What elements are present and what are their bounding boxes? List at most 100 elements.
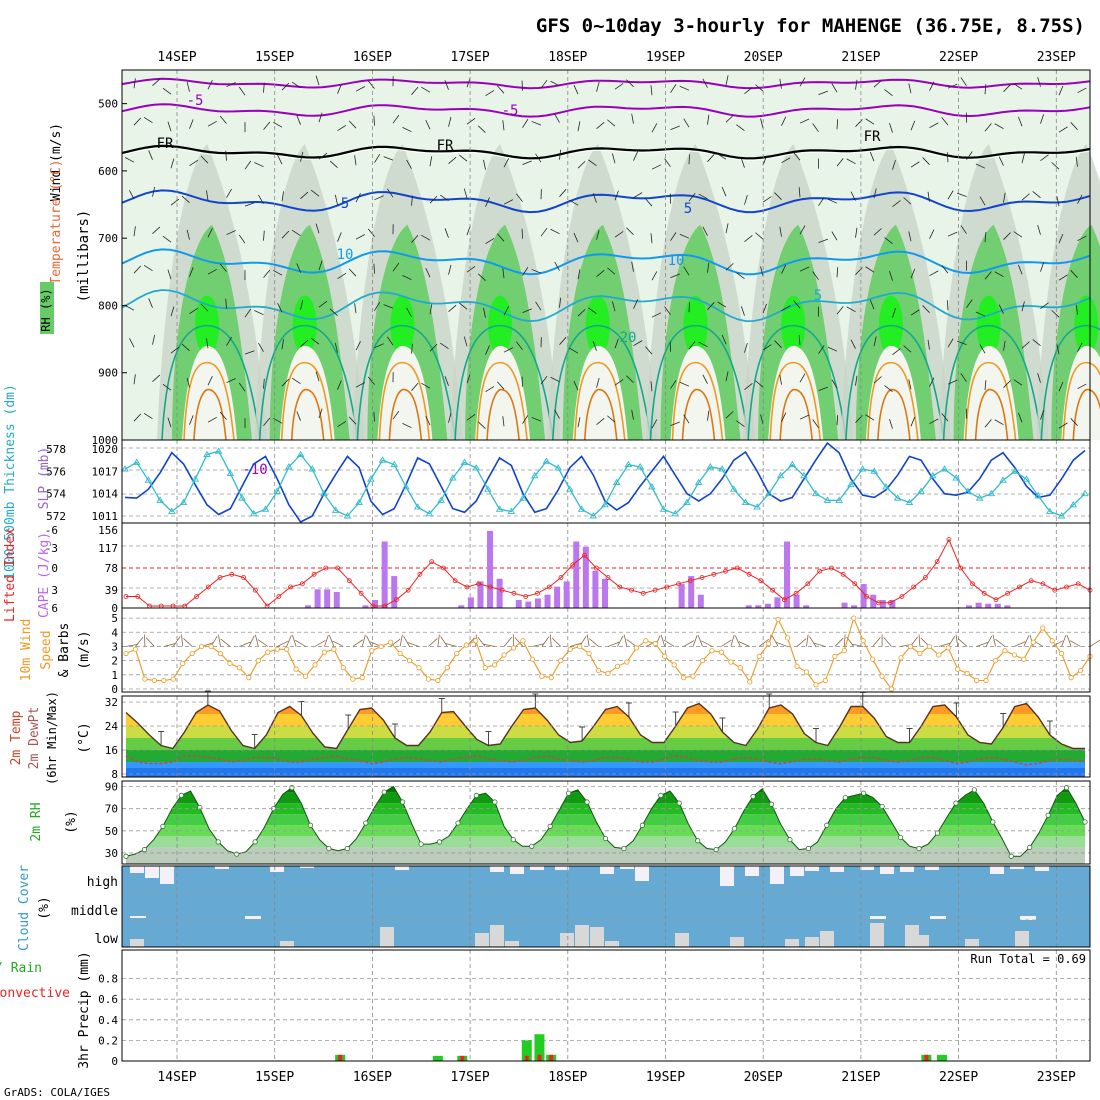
wind-barb: [947, 83, 958, 89]
wind-speed-point: [699, 658, 706, 664]
wind-speed-point: [898, 655, 904, 661]
precip-tick: 0: [111, 1055, 118, 1068]
wind-barb-10m: [1069, 640, 1081, 647]
temp-band: [126, 714, 1085, 726]
temp-contour: [1040, 324, 1100, 441]
date-label-bottom: 20SEP: [744, 1070, 783, 1085]
slp-thickness-panel: 572 574 576 578 1011 1014 1017 1020: [46, 439, 1091, 524]
wind-barb-10m: [1066, 635, 1072, 647]
wind-barb: [573, 232, 579, 243]
lifted-index-point: [640, 590, 646, 596]
wind-speed-point: [444, 665, 450, 671]
wind-barb: [383, 156, 394, 161]
wind-barb: [348, 268, 357, 277]
wind-barb-10m: [806, 634, 809, 647]
wind-barb: [281, 82, 290, 91]
lifted-index-point: [875, 600, 881, 606]
thickness-point: [390, 460, 399, 468]
temp-contour: [574, 361, 626, 441]
thickness-point: [905, 498, 914, 506]
wind-barb: [994, 271, 1004, 278]
wind-barb-10m: [738, 641, 750, 647]
wind-barb: [429, 195, 438, 204]
rh-point: [713, 847, 719, 853]
wind-barb: [535, 153, 542, 163]
temp-axis-label: 2m DewPt: [27, 707, 42, 770]
wind-barb-10m: [851, 643, 864, 647]
lifted-index-point: [194, 594, 199, 599]
cape-bar: [391, 576, 398, 608]
wind-barb: [477, 273, 486, 281]
wind10-axis-label: 10m Wind: [19, 619, 34, 682]
wind-barb: [1040, 262, 1045, 272]
wind-barb: [762, 196, 772, 203]
wind-barb: [651, 419, 658, 429]
cloud-high-bar: [600, 866, 614, 874]
thickness-point: [168, 507, 176, 514]
wind-barb: [273, 417, 283, 424]
wind-barb: [984, 123, 992, 132]
thickness-point: [367, 475, 375, 482]
cape-bar: [602, 578, 608, 608]
wind-barb: [884, 237, 893, 244]
wind-barb: [903, 197, 912, 205]
cloud-high-bar: [925, 866, 939, 870]
temp-contour: [681, 388, 716, 441]
cape-bar: [467, 597, 474, 608]
wind-barb: [497, 85, 505, 94]
wind-barb: [1037, 372, 1041, 383]
panel-frame: [121, 780, 1091, 865]
wind-barb-10m: [955, 634, 959, 647]
rh-point: [326, 845, 332, 852]
wind-barb: [892, 200, 901, 207]
wind-barb-10m: [125, 643, 138, 647]
temp-band: [126, 738, 1085, 750]
wind-speed-point: [841, 648, 847, 654]
wind-barb: [927, 191, 930, 202]
wind-barb: [869, 299, 875, 310]
cape-bar: [487, 530, 494, 608]
thickness-point: [694, 478, 703, 485]
cloud-low-bar: [915, 935, 929, 947]
cape-bar: [688, 576, 695, 608]
wind-speed-point: [1002, 648, 1008, 654]
wind-barb: [836, 119, 839, 130]
wind-barb: [1058, 126, 1068, 133]
precip-total-bar: [534, 1034, 545, 1061]
wind-barb: [736, 420, 745, 428]
wind-barb: [707, 410, 710, 421]
wind-barb: [596, 81, 600, 92]
wind-barb: [374, 343, 384, 349]
wind-speed-point: [359, 675, 365, 681]
cape-bar: [592, 570, 599, 608]
wind-barb: [1075, 304, 1078, 315]
wind-barb: [725, 411, 734, 419]
wind-speed-point: [350, 676, 356, 682]
wind-barb-10m: [586, 634, 590, 647]
date-label-bottom: 15SEP: [255, 1070, 294, 1085]
thickness-point: [940, 465, 949, 472]
wind-barb: [966, 299, 973, 308]
wind-barb: [569, 199, 579, 206]
wind-barb: [502, 416, 505, 427]
wind-barb: [812, 123, 819, 132]
wind-barb: [355, 234, 366, 240]
wind-barb: [133, 78, 136, 89]
wind-speed-point: [473, 638, 479, 644]
thickness-point: [226, 469, 235, 477]
wind-speed-point: [1011, 652, 1017, 658]
wind-barb: [846, 158, 856, 165]
wind-barb: [315, 75, 320, 86]
thickness-point: [1081, 489, 1089, 497]
wind-barb: [596, 122, 605, 129]
wind-barb: [1058, 422, 1068, 429]
temp-contour: [769, 361, 821, 441]
wind-barb: [531, 417, 542, 422]
cape-bar: [515, 600, 522, 608]
wind-barb-10m: [329, 635, 335, 647]
wind-speed-point: [482, 665, 488, 671]
wind-barb-10m: [883, 637, 892, 647]
cape-bar: [573, 541, 580, 608]
cloud-high-bar: [720, 866, 734, 886]
wind-barb-10m: [218, 634, 221, 647]
